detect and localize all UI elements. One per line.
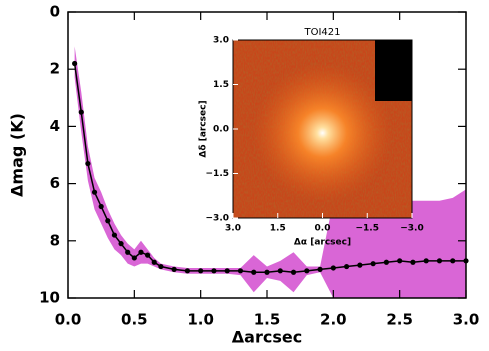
- y-tick-label: 8: [50, 231, 60, 249]
- data-point: [78, 109, 84, 115]
- data-point: [111, 232, 118, 238]
- x-tick-label: 3.0: [453, 311, 480, 329]
- x-tick-label: 1.5: [270, 224, 286, 234]
- data-point: [72, 60, 78, 67]
- x-axis-label: Δarcsec: [232, 328, 302, 347]
- data-point: [85, 160, 91, 167]
- data-point: [158, 263, 164, 270]
- data-point: [290, 269, 297, 275]
- x-tick-label: 2.0: [320, 311, 347, 329]
- x-tick-label: 2.5: [386, 311, 413, 329]
- data-point: [131, 255, 137, 261]
- star-glow: [252, 63, 393, 203]
- data-point: [184, 268, 190, 274]
- y-tick-label: 0: [50, 3, 60, 21]
- data-point: [317, 266, 323, 272]
- y-tick-label: 6: [50, 174, 60, 192]
- data-point: [211, 268, 217, 274]
- main-plot: 0.0 0.5 1.0 1.5 2.0 2.5 3.0 0 2 4 6 8 10 Δarcsec Δmag …: [8, 3, 480, 347]
- data-point: [171, 266, 177, 272]
- inset-plot: 3.0 1.5 0.0 −1.5 −3.03.01.50.0−1.5−3.0TOI421…: [199, 27, 424, 248]
- data-point: [357, 262, 363, 268]
- data-point: [304, 268, 310, 274]
- image-mask: [375, 40, 412, 101]
- x-tick-label: 0.0: [55, 311, 82, 329]
- y-tick-label: 3.0: [213, 36, 229, 46]
- data-point: [251, 269, 257, 275]
- x-tick-label: −3.0: [400, 224, 423, 234]
- data-point: [98, 203, 104, 210]
- data-point: [138, 249, 144, 255]
- y-tick-label: 10: [39, 289, 60, 307]
- y-tick-label: 1.5: [213, 80, 229, 90]
- data-point: [145, 252, 151, 258]
- data-point: [151, 259, 157, 265]
- y-tick-label: 0.0: [213, 125, 229, 135]
- x-tick-label: 3.0: [225, 224, 241, 234]
- x-tick-label: −1.5: [356, 224, 379, 234]
- y-axis-label: Δδ [arcsec]: [199, 100, 209, 157]
- data-point: [277, 268, 283, 274]
- x-tick-label: 0.5: [121, 311, 148, 329]
- data-point: [118, 241, 124, 247]
- data-point: [105, 218, 111, 224]
- x-tick-label: 0.0: [315, 224, 331, 234]
- data-point: [237, 268, 244, 274]
- x-axis-label: Δα [arcsec]: [294, 238, 351, 248]
- x-tick-label: 1.5: [254, 311, 281, 329]
- y-tick-label: −1.5: [206, 169, 229, 179]
- confidence-band: [74, 46, 466, 298]
- data-point: [436, 258, 443, 264]
- data-point: [344, 263, 350, 270]
- data-point: [91, 189, 98, 195]
- data-point: [370, 261, 376, 267]
- y-tick-label: −3.0: [206, 214, 229, 224]
- data-point: [264, 269, 270, 275]
- y-axis-label: Δmag (K): [8, 113, 27, 197]
- y-tick-label: 2: [50, 60, 60, 78]
- data-point: [224, 268, 230, 274]
- data-point: [410, 259, 416, 265]
- data-point: [423, 258, 429, 264]
- data-point: [330, 265, 336, 271]
- data-point: [397, 258, 403, 264]
- inset-title: TOI421: [303, 27, 340, 38]
- data-point: [383, 259, 389, 265]
- y-tick-label: 4: [50, 117, 60, 135]
- data-point: [198, 268, 204, 274]
- data-point: [450, 258, 456, 264]
- x-tick-label: 1.0: [187, 311, 214, 329]
- data-point: [125, 249, 131, 255]
